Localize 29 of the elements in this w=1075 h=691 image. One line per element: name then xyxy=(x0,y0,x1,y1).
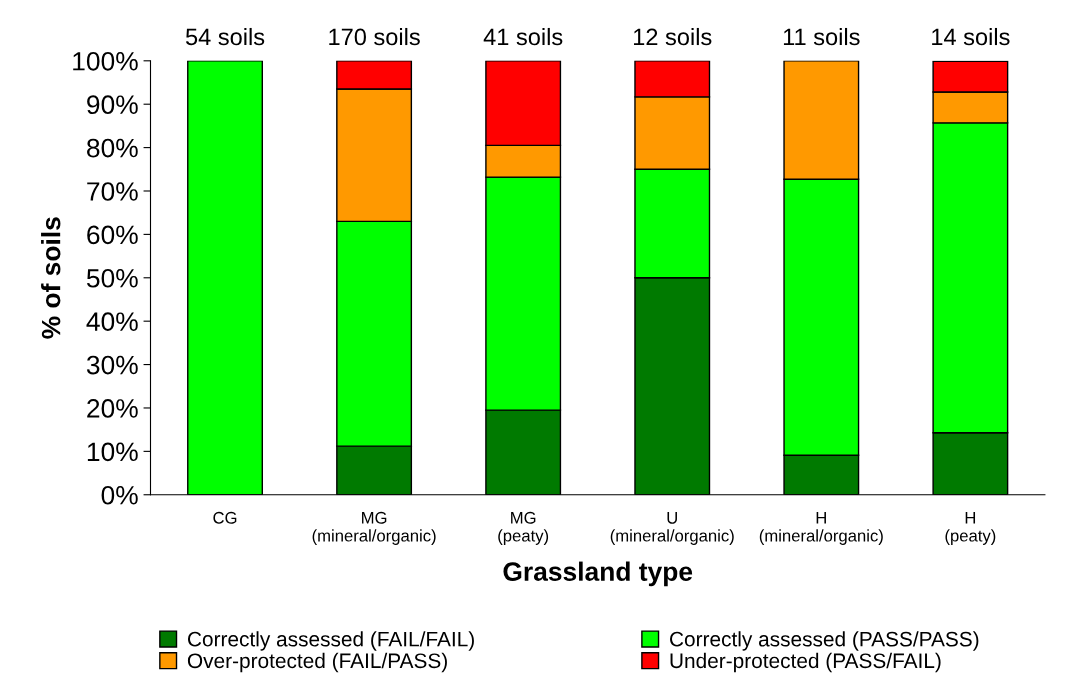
y-tick-label: 30% xyxy=(86,355,138,375)
x-axis-title: Grassland type xyxy=(503,561,693,587)
x-tick-label: U (mineral/organic) xyxy=(610,512,734,545)
x-tick-label: MG (peaty) xyxy=(498,511,549,545)
y-axis-title: % of soils xyxy=(41,217,61,339)
x-tick-label: H (peaty) xyxy=(945,512,996,545)
y-tick-label: 40% xyxy=(86,312,138,331)
text: 11 soils xyxy=(783,27,860,46)
x-tick-label: MG (mineral/organic) xyxy=(312,511,436,545)
y-tick-label: 80% xyxy=(87,138,138,158)
y-tick-label: 70% xyxy=(87,182,138,201)
y-tick-label: 50% xyxy=(86,268,138,288)
legend-label: Under-protected (PASS/FAIL) xyxy=(670,652,941,673)
x-tick-label: H (mineral/organic) xyxy=(759,512,883,545)
text: 12 soils xyxy=(634,27,712,46)
y-tick-label: 10% xyxy=(87,442,138,462)
legend-label: Correctly assessed (PASS/PASS) xyxy=(670,631,979,651)
y-tick-label: 90% xyxy=(87,95,138,115)
y-tick-label: 0% xyxy=(101,485,138,505)
text: 54 soils xyxy=(185,27,265,46)
text: 170 soils xyxy=(329,27,420,46)
y-tick-label: 100% xyxy=(73,51,138,71)
y-tick-label: 60% xyxy=(87,225,138,245)
x-tick-label: CG xyxy=(213,511,237,524)
legend-label: Correctly assessed (FAIL/FAIL) xyxy=(187,631,474,651)
text: 14 soils xyxy=(932,27,1010,46)
legend-label: Over-protected (FAIL/PASS) xyxy=(187,652,447,673)
y-tick-label: 20% xyxy=(87,399,138,418)
text: 41 soils xyxy=(483,27,563,46)
